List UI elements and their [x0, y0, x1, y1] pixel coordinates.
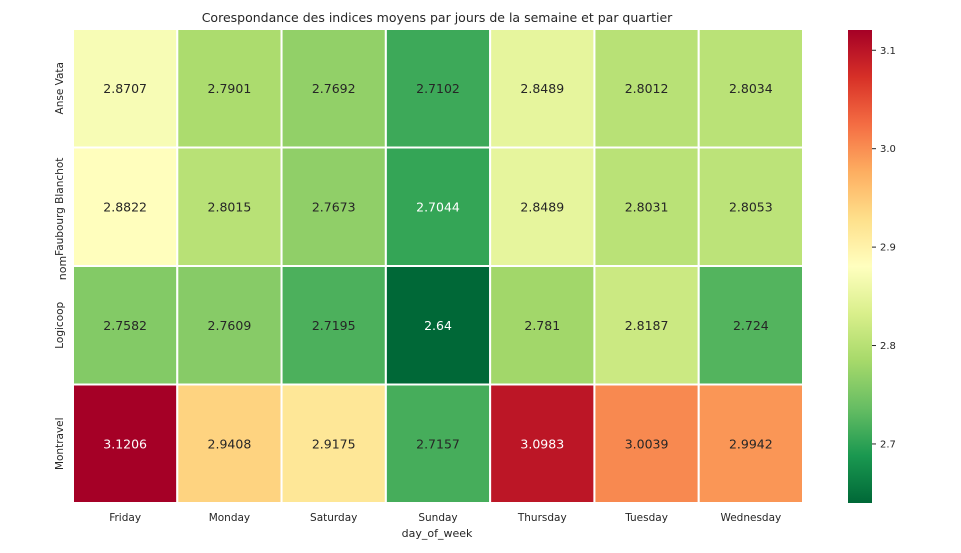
cell-value-label: 2.7901: [208, 81, 252, 96]
y-tick-label: Faubourg Blanchot: [54, 158, 66, 256]
cell-value-label: 2.7692: [312, 81, 356, 96]
cell-value-label: 2.8707: [103, 81, 147, 96]
heatmap-cell: [593, 28, 700, 149]
y-axis-label: nom: [56, 256, 69, 280]
cell-value-label: 2.8187: [625, 318, 669, 333]
cell-value-label: 2.8822: [103, 199, 147, 214]
heatmap-cell: [280, 28, 387, 149]
cell-value-label: 2.8031: [625, 199, 669, 214]
cell-value-label: 2.8489: [520, 199, 564, 214]
cell-value-label: 2.7157: [416, 436, 460, 451]
heatmap-cell: [697, 383, 805, 504]
cell-value-label: 2.9175: [312, 436, 356, 451]
x-axis-label: day_of_week: [402, 527, 473, 540]
x-tick-label: Thursday: [517, 512, 567, 524]
cell-value-label: 2.781: [524, 318, 560, 333]
heatmap-cell: [384, 383, 492, 504]
heatmap-cell: [384, 265, 492, 386]
cell-value-label: 2.8015: [208, 199, 252, 214]
heatmap-cell: [593, 265, 700, 386]
y-tick-label: Logicoop: [54, 301, 66, 348]
colorbar-ticks: 2.7 2.8 2.9 3.0 3.1: [872, 46, 896, 450]
x-tick-labels: Friday Monday Saturday Sunday Thursday Tuesda…: [109, 512, 781, 524]
heatmap-cells: [72, 28, 805, 504]
heatmap-cell: [280, 265, 387, 386]
heatmap-cell: [489, 146, 596, 267]
x-tick-label: Wednesday: [720, 512, 781, 524]
y-tick-labels: Anse Vata Faubourg Blanchot Logicoop Montra…: [54, 62, 66, 470]
cell-value-label: 2.64: [424, 318, 452, 333]
x-tick-label: Friday: [109, 512, 141, 524]
heatmap-cell: [176, 265, 283, 386]
colorbar-tick-label: 2.8: [880, 341, 896, 352]
heatmap-cell-labels: 2.8707 2.7901 2.7692 2.7102 2.8489 2.8012 2.80…: [103, 81, 772, 452]
heatmap-cell: [176, 28, 283, 149]
heatmap-cell: [176, 383, 283, 504]
cell-value-label: 2.8034: [729, 81, 773, 96]
y-tick-label: Anse Vata: [54, 62, 66, 114]
x-tick-label: Saturday: [310, 512, 357, 524]
heatmap-cell: [697, 265, 805, 386]
heatmap-cell: [593, 383, 700, 504]
chart-title: Corespondance des indices moyens par jou…: [202, 10, 673, 25]
cell-value-label: 2.724: [733, 318, 769, 333]
colorbar-tick-label: 2.7: [880, 439, 896, 450]
cell-value-label: 3.0983: [520, 436, 564, 451]
heatmap-cell: [280, 146, 387, 267]
cell-value-label: 2.8489: [520, 81, 564, 96]
heatmap-cell: [72, 28, 179, 149]
colorbar-tick-label: 3.0: [880, 144, 896, 155]
x-tick-label: Monday: [209, 512, 250, 524]
cell-value-label: 2.7102: [416, 81, 460, 96]
heatmap-cell: [489, 265, 596, 386]
colorbar: [848, 30, 872, 503]
y-tick-label: Montravel: [54, 417, 66, 470]
cell-value-label: 2.8053: [729, 199, 773, 214]
heatmap-cell: [72, 146, 179, 267]
cell-value-label: 3.1206: [103, 436, 147, 451]
cell-value-label: 2.7609: [208, 318, 252, 333]
cell-value-label: 2.8012: [625, 81, 669, 96]
cell-value-label: 2.9942: [729, 436, 773, 451]
cell-value-label: 2.7582: [103, 318, 147, 333]
cell-value-label: 2.9408: [208, 436, 252, 451]
cell-value-label: 2.7673: [312, 199, 356, 214]
colorbar-tick-label: 3.1: [880, 46, 896, 57]
colorbar-tick-label: 2.9: [880, 243, 896, 254]
x-tick-label: Tuesday: [624, 512, 668, 524]
x-tick-label: Sunday: [418, 512, 457, 524]
cell-value-label: 2.7195: [312, 318, 356, 333]
cell-value-label: 3.0039: [625, 436, 669, 451]
heatmap-cell: [697, 146, 805, 267]
heatmap-cell: [72, 383, 179, 504]
cell-value-label: 2.7044: [416, 199, 460, 214]
